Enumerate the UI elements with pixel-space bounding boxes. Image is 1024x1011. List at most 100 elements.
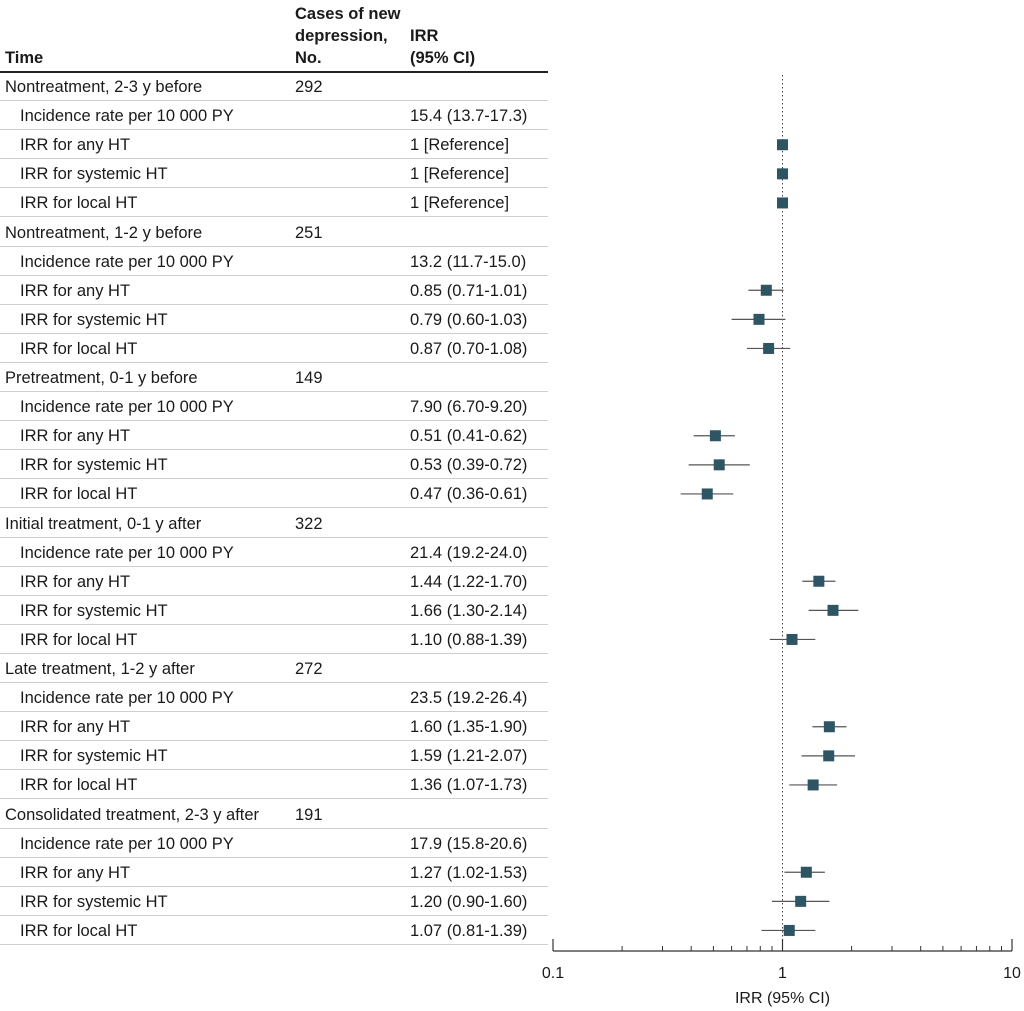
row-estimate: 1.66 (1.30-2.14) <box>410 601 528 620</box>
row-divider <box>0 711 548 713</box>
row-label: Initial treatment, 0-1 y after <box>5 514 202 533</box>
row-estimate: 1.59 (1.21-2.07) <box>410 747 528 766</box>
header-irr-line-2: (95% CI) <box>410 49 476 67</box>
row-label: IRR for systemic HT <box>20 892 168 911</box>
row-label: Incidence rate per 10 000 PY <box>20 398 234 417</box>
row-divider <box>0 769 548 771</box>
row-estimate: 1.44 (1.22-1.70) <box>410 572 528 591</box>
row-label: IRR for local HT <box>20 194 138 213</box>
table-row: Incidence rate per 10 000 PY 23.5 (19.2-2… <box>0 683 548 713</box>
row-divider <box>0 827 548 829</box>
x-tick-label: 0.1 <box>542 965 564 982</box>
row-estimate: 15.4 (13.7-17.3) <box>410 107 528 126</box>
table-group-row: Consolidated treatment, 2-3 y after 191 <box>0 800 548 829</box>
point-estimate-marker <box>753 313 765 325</box>
header-irr-line-1: IRR <box>410 27 439 45</box>
row-divider <box>0 565 548 567</box>
row-cases: 272 <box>295 660 323 678</box>
x-tick-label: 1 <box>778 965 787 982</box>
table-row: IRR for local HT 1.10 (0.88-1.39) <box>0 625 548 654</box>
row-label: Nontreatment, 1-2 y before <box>5 223 203 242</box>
table-group-row: Nontreatment, 2-3 y before 292 <box>0 72 548 101</box>
row-label: Incidence rate per 10 000 PY <box>20 107 234 126</box>
table-row: Incidence rate per 10 000 PY 7.90 (6.70-9… <box>0 392 548 422</box>
header-rule <box>0 71 548 73</box>
row-estimate: 17.9 (15.8-20.6) <box>410 834 528 853</box>
row-label: IRR for local HT <box>20 339 138 358</box>
point-estimate-marker <box>777 139 788 151</box>
table-row: Incidence rate per 10 000 PY 13.2 (11.7-1… <box>0 247 548 276</box>
row-label: IRR for systemic HT <box>20 601 168 620</box>
table-row: IRR for systemic HT 1.59 (1.21-2.07) <box>0 741 548 771</box>
header-cases-line-3: No. <box>295 49 322 67</box>
point-estimate-marker <box>701 488 713 500</box>
point-estimate-marker <box>807 779 819 791</box>
header-time: Time <box>5 49 44 67</box>
row-divider <box>0 391 548 392</box>
row-estimate: 0.79 (0.60-1.03) <box>410 310 528 329</box>
table-group-row: Pretreatment, 0-1 y before 149 <box>0 363 548 392</box>
row-divider <box>0 914 548 916</box>
table-row: IRR for systemic HT 1 [Reference] <box>0 159 548 189</box>
row-divider <box>0 187 548 189</box>
row-cases: 191 <box>295 805 323 824</box>
point-estimate-marker <box>823 721 835 733</box>
header-cases-line-2: depression, <box>295 27 388 45</box>
row-estimate: 0.87 (0.70-1.08) <box>410 339 528 358</box>
point-estimate-marker <box>777 197 788 209</box>
row-estimate: 1.60 (1.35-1.90) <box>410 718 528 737</box>
row-divider <box>0 332 548 334</box>
row-label: IRR for any HT <box>20 427 131 446</box>
table-row: IRR for local HT 1 [Reference] <box>0 188 548 218</box>
row-divider <box>0 216 548 218</box>
row-label: IRR for any HT <box>20 281 131 300</box>
row-divider <box>0 623 548 625</box>
row-estimate: 1.10 (0.88-1.39) <box>410 630 528 649</box>
header-cases-line-1: Cases of new <box>295 5 401 23</box>
row-estimate: 23.5 (19.2-26.4) <box>410 689 528 708</box>
row-estimate: 0.47 (0.36-0.61) <box>410 485 528 504</box>
table-row: IRR for systemic HT 0.79 (0.60-1.03) <box>0 305 548 334</box>
row-divider <box>0 507 548 509</box>
x-tick-label: 10 <box>1003 965 1021 982</box>
row-label: Nontreatment, 2-3 y before <box>5 78 203 96</box>
table-row: IRR for local HT 0.87 (0.70-1.08) <box>0 334 548 363</box>
row-estimate: 7.90 (6.70-9.20) <box>410 398 528 417</box>
point-estimate-marker <box>800 866 812 878</box>
row-estimate: 13.2 (11.7-15.0) <box>410 252 527 271</box>
table-row: IRR for any HT 0.51 (0.41-0.62) <box>0 421 548 451</box>
row-divider <box>0 536 548 538</box>
table-group-row: Late treatment, 1-2 y after 272 <box>0 654 548 683</box>
x-axis-title: IRR (95% CI) <box>735 990 830 1007</box>
point-estimate-marker <box>783 924 795 936</box>
row-label: IRR for local HT <box>20 921 138 940</box>
table-row: IRR for any HT 0.85 (0.71-1.01) <box>0 276 548 305</box>
row-estimate: 1 [Reference] <box>410 165 510 184</box>
row-estimate: 0.53 (0.39-0.72) <box>410 456 528 475</box>
point-estimate-marker <box>795 895 807 907</box>
table-row: IRR for any HT 1.44 (1.22-1.70) <box>0 567 548 596</box>
row-divider <box>0 652 548 654</box>
row-divider <box>0 100 548 101</box>
row-label: IRR for any HT <box>20 718 131 737</box>
row-divider <box>0 303 548 305</box>
row-estimate: 0.51 (0.41-0.62) <box>410 427 528 446</box>
row-divider <box>0 856 548 858</box>
point-estimate-marker <box>763 342 775 354</box>
row-label: IRR for local HT <box>20 630 138 649</box>
table-row: IRR for systemic HT 1.20 (0.90-1.60) <box>0 887 548 916</box>
row-label: IRR for systemic HT <box>20 310 168 329</box>
row-label: Late treatment, 1-2 y after <box>5 660 195 678</box>
table-group-row: Initial treatment, 0-1 y after 322 <box>0 509 548 538</box>
point-estimate-marker <box>827 604 839 616</box>
row-cases: 292 <box>295 78 323 96</box>
row-divider <box>0 943 548 945</box>
row-label: Incidence rate per 10 000 PY <box>20 543 234 562</box>
point-estimate-marker <box>813 575 825 587</box>
point-estimate-marker <box>823 750 835 762</box>
table-row: IRR for any HT 1.27 (1.02-1.53) <box>0 858 548 887</box>
row-label: IRR for any HT <box>20 863 131 882</box>
row-label: Consolidated treatment, 2-3 y after <box>5 805 260 824</box>
row-label: Incidence rate per 10 000 PY <box>20 689 234 708</box>
row-estimate: 1 [Reference] <box>410 136 510 155</box>
